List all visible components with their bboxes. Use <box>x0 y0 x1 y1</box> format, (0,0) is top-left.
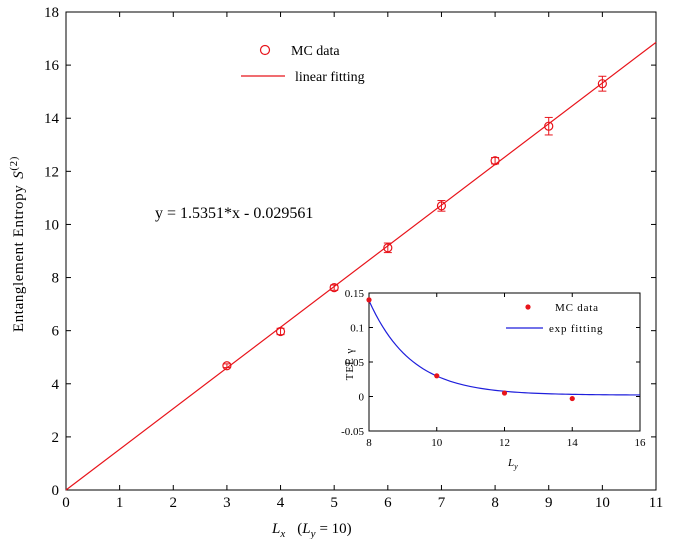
inset-data-points-layer <box>366 297 575 402</box>
x-label-sub: x <box>279 528 285 539</box>
data-point <box>436 201 447 211</box>
data-point <box>490 156 500 166</box>
inset-y-tick-label: 0.05 <box>345 357 365 369</box>
main-linear-fit-layer <box>65 41 657 491</box>
inset-x-label-sub: y <box>513 462 518 471</box>
main-legend: MC data linear fitting <box>241 44 365 85</box>
y-tick-label: 4 <box>52 377 60 393</box>
inset-y-tick-label: 0 <box>359 392 365 404</box>
x-label-paren-sub: y <box>310 528 316 539</box>
inset-x-tick-label: 16 <box>635 437 647 449</box>
inset-chart: 8 10 12 14 16 -0.05 0 0.05 0.1 0.15 MC data exp … <box>341 285 648 471</box>
x-tick-label: 10 <box>595 495 610 511</box>
inset-legend-mc-marker <box>525 304 531 310</box>
inset-x-axis-ticks: 8 10 12 14 16 <box>366 293 646 449</box>
y-tick-label: 14 <box>44 111 60 127</box>
y-tick-label: 16 <box>44 58 60 74</box>
inset-legend: MC data exp fitting <box>506 302 603 335</box>
inset-data-point <box>434 373 440 379</box>
inset-data-point <box>501 390 508 396</box>
linear-fit-line <box>65 41 657 491</box>
data-point <box>383 243 393 253</box>
data-point <box>275 326 286 337</box>
y-label-text: Entanglement Entropy <box>11 185 27 332</box>
inset-x-label-symbol: L <box>507 457 514 469</box>
inset-data-point <box>366 297 372 303</box>
inset-y-axis-ticks: -0.05 0 0.05 0.1 0.15 <box>341 288 640 438</box>
inset-legend-mc-label: MC data <box>555 302 599 314</box>
inset-y-tick-label: -0.05 <box>341 426 364 438</box>
main-x-axis-ticks: 0 1 2 3 4 5 6 7 8 9 10 11 <box>62 12 663 511</box>
y-tick-label: 2 <box>52 430 60 446</box>
inset-x-tick-label: 14 <box>567 437 579 449</box>
x-tick-label: 1 <box>116 495 124 511</box>
inset-y-tick-label: 0.1 <box>350 323 364 335</box>
x-tick-label: 8 <box>491 495 499 511</box>
data-point <box>222 361 232 371</box>
inset-x-tick-label: 12 <box>499 437 510 449</box>
inset-y-tick-label: 0.15 <box>345 288 365 300</box>
data-point <box>329 283 339 293</box>
x-tick-label: 4 <box>277 495 285 511</box>
legend-mc-label: MC data <box>291 44 340 59</box>
main-y-axis-label: Entanglement Entropy S(2) <box>8 156 27 332</box>
x-tick-label: 3 <box>223 495 231 511</box>
inset-data-point <box>569 395 575 402</box>
x-tick-label: 9 <box>545 495 553 511</box>
inset-x-axis-label: Ly <box>507 457 518 471</box>
legend-mc-marker <box>259 44 271 56</box>
x-tick-label: 2 <box>170 495 178 511</box>
x-tick-label: 11 <box>649 495 663 511</box>
y-tick-label: 8 <box>52 271 60 287</box>
inset-background <box>341 285 648 459</box>
x-tick-label: 0 <box>62 495 70 511</box>
x-tick-label: 7 <box>438 495 446 511</box>
y-tick-label: 10 <box>44 217 59 233</box>
main-data-points-layer <box>222 75 607 371</box>
y-tick-label: 12 <box>44 164 59 180</box>
x-label-symbol: L <box>271 521 280 537</box>
inset-y-axis-label: TEE γ <box>344 348 356 381</box>
legend-fit-label: linear fitting <box>295 70 365 85</box>
main-plot-frame <box>65 11 657 491</box>
main-y-axis-ticks: 0 2 4 6 8 10 12 14 16 18 <box>44 5 656 499</box>
x-tick-label: 6 <box>384 495 392 511</box>
y-tick-label: 18 <box>44 5 59 21</box>
data-point <box>544 121 554 131</box>
y-label-symbol: S <box>11 171 27 179</box>
inset-x-tick-label: 8 <box>366 437 372 449</box>
y-tick-label: 0 <box>52 483 60 499</box>
x-label-paren-open: ( <box>297 521 302 537</box>
inset-legend-fit-label: exp fitting <box>549 323 603 335</box>
x-label-paren-symbol: L <box>301 521 310 537</box>
y-label-sup: (2) <box>8 156 20 171</box>
fit-equation: y = 1.5351*x - 0.029561 <box>155 205 313 222</box>
data-point <box>597 79 607 89</box>
inset-x-tick-label: 10 <box>431 437 443 449</box>
main-x-axis-label: Lx (Ly = 10) <box>271 521 352 539</box>
x-label-paren-rest: = 10) <box>319 521 351 537</box>
y-tick-label: 6 <box>52 324 60 340</box>
x-tick-label: 5 <box>330 495 338 511</box>
